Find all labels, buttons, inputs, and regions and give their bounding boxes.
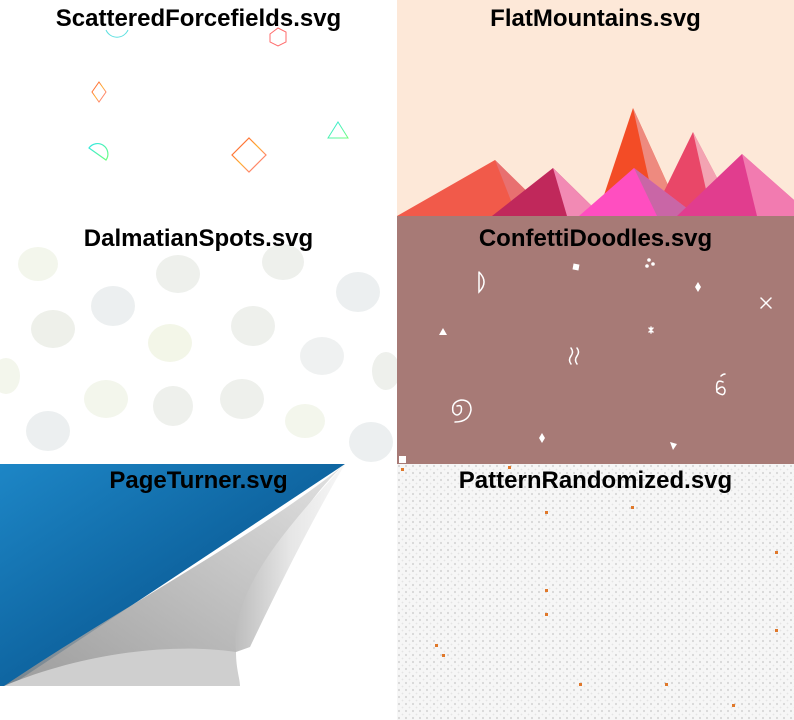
doodle-loop <box>715 373 726 396</box>
forcefield-arc-top <box>105 29 129 38</box>
tile-title: ConfettiDoodles.svg <box>478 225 713 252</box>
tile-confetti-doodles: ConfettiDoodles.svg <box>397 216 794 464</box>
accent-dot <box>579 683 582 686</box>
tile-pattern-randomized: PatternRandomized.svg <box>397 464 794 720</box>
doodle-d <box>478 271 485 294</box>
tile-page-turner: PageTurner.svg <box>0 464 397 720</box>
spot <box>0 358 20 394</box>
tile-title: DalmatianSpots.svg <box>83 225 314 252</box>
forcefield-half-circle <box>88 142 109 161</box>
accent-dot <box>775 629 778 632</box>
accent-dot <box>545 511 548 514</box>
accent-dot <box>442 654 445 657</box>
spot <box>285 404 325 438</box>
forcefield-triangle <box>327 121 349 139</box>
spot <box>372 352 397 390</box>
spot <box>349 422 393 462</box>
confetti-square <box>572 263 580 271</box>
spot <box>220 379 264 419</box>
spot <box>231 306 275 346</box>
confetti-dot <box>647 258 651 262</box>
confetti-triangle <box>670 442 677 450</box>
tile-title: PageTurner.svg <box>109 467 288 494</box>
doodle-x <box>760 297 772 309</box>
spot <box>26 411 70 451</box>
spot <box>84 380 128 418</box>
accent-dot <box>401 468 404 471</box>
spot <box>336 272 380 312</box>
spot <box>18 247 58 281</box>
accent-dot <box>732 704 735 707</box>
tile-dalmatian-spots: DalmatianSpots.svg <box>0 216 397 464</box>
doodle-squiggle <box>568 347 580 365</box>
page-turner-art <box>0 464 345 686</box>
page-curl-shadow <box>4 464 345 686</box>
spot <box>300 337 344 375</box>
tile-flat-mountains: FlatMountains.svg <box>397 0 794 216</box>
spot <box>262 244 304 280</box>
spot <box>153 386 193 426</box>
confetti-triangle <box>439 328 447 335</box>
doodle-spiral <box>451 399 472 423</box>
tile-title: FlatMountains.svg <box>490 5 701 32</box>
tile-scattered-forcefields: ScatteredForcefields.svg <box>0 0 397 216</box>
confetti-doodles-art <box>399 258 772 463</box>
page-blue-sheet <box>0 464 345 686</box>
spot <box>91 286 135 326</box>
accent-dot <box>508 466 511 469</box>
dalmatian-spots-art <box>0 244 397 462</box>
accent-dot <box>435 644 438 647</box>
accent-dot <box>665 683 668 686</box>
accent-dot <box>545 613 548 616</box>
spot <box>31 310 75 348</box>
accent-dot <box>545 589 548 592</box>
scattered-forcefields-art <box>88 27 349 173</box>
tile-title: PatternRandomized.svg <box>458 467 733 494</box>
confetti-diamond <box>539 433 545 443</box>
page-curl <box>235 464 345 652</box>
spot <box>156 255 200 293</box>
accent-dot <box>631 506 634 509</box>
forcefield-diamond-large <box>231 137 267 173</box>
flat-mountains-art <box>397 108 794 216</box>
doodle-star <box>648 326 654 334</box>
forcefield-diamond-small <box>91 81 107 103</box>
confetti-diamond <box>695 282 701 292</box>
confetti-square <box>399 456 406 463</box>
pattern-randomized-art <box>397 464 794 720</box>
tile-title: ScatteredForcefields.svg <box>55 5 342 32</box>
page-curl-underside <box>4 648 240 686</box>
accent-dot <box>775 551 778 554</box>
forcefield-hexagon <box>269 27 287 47</box>
spot <box>148 324 192 362</box>
